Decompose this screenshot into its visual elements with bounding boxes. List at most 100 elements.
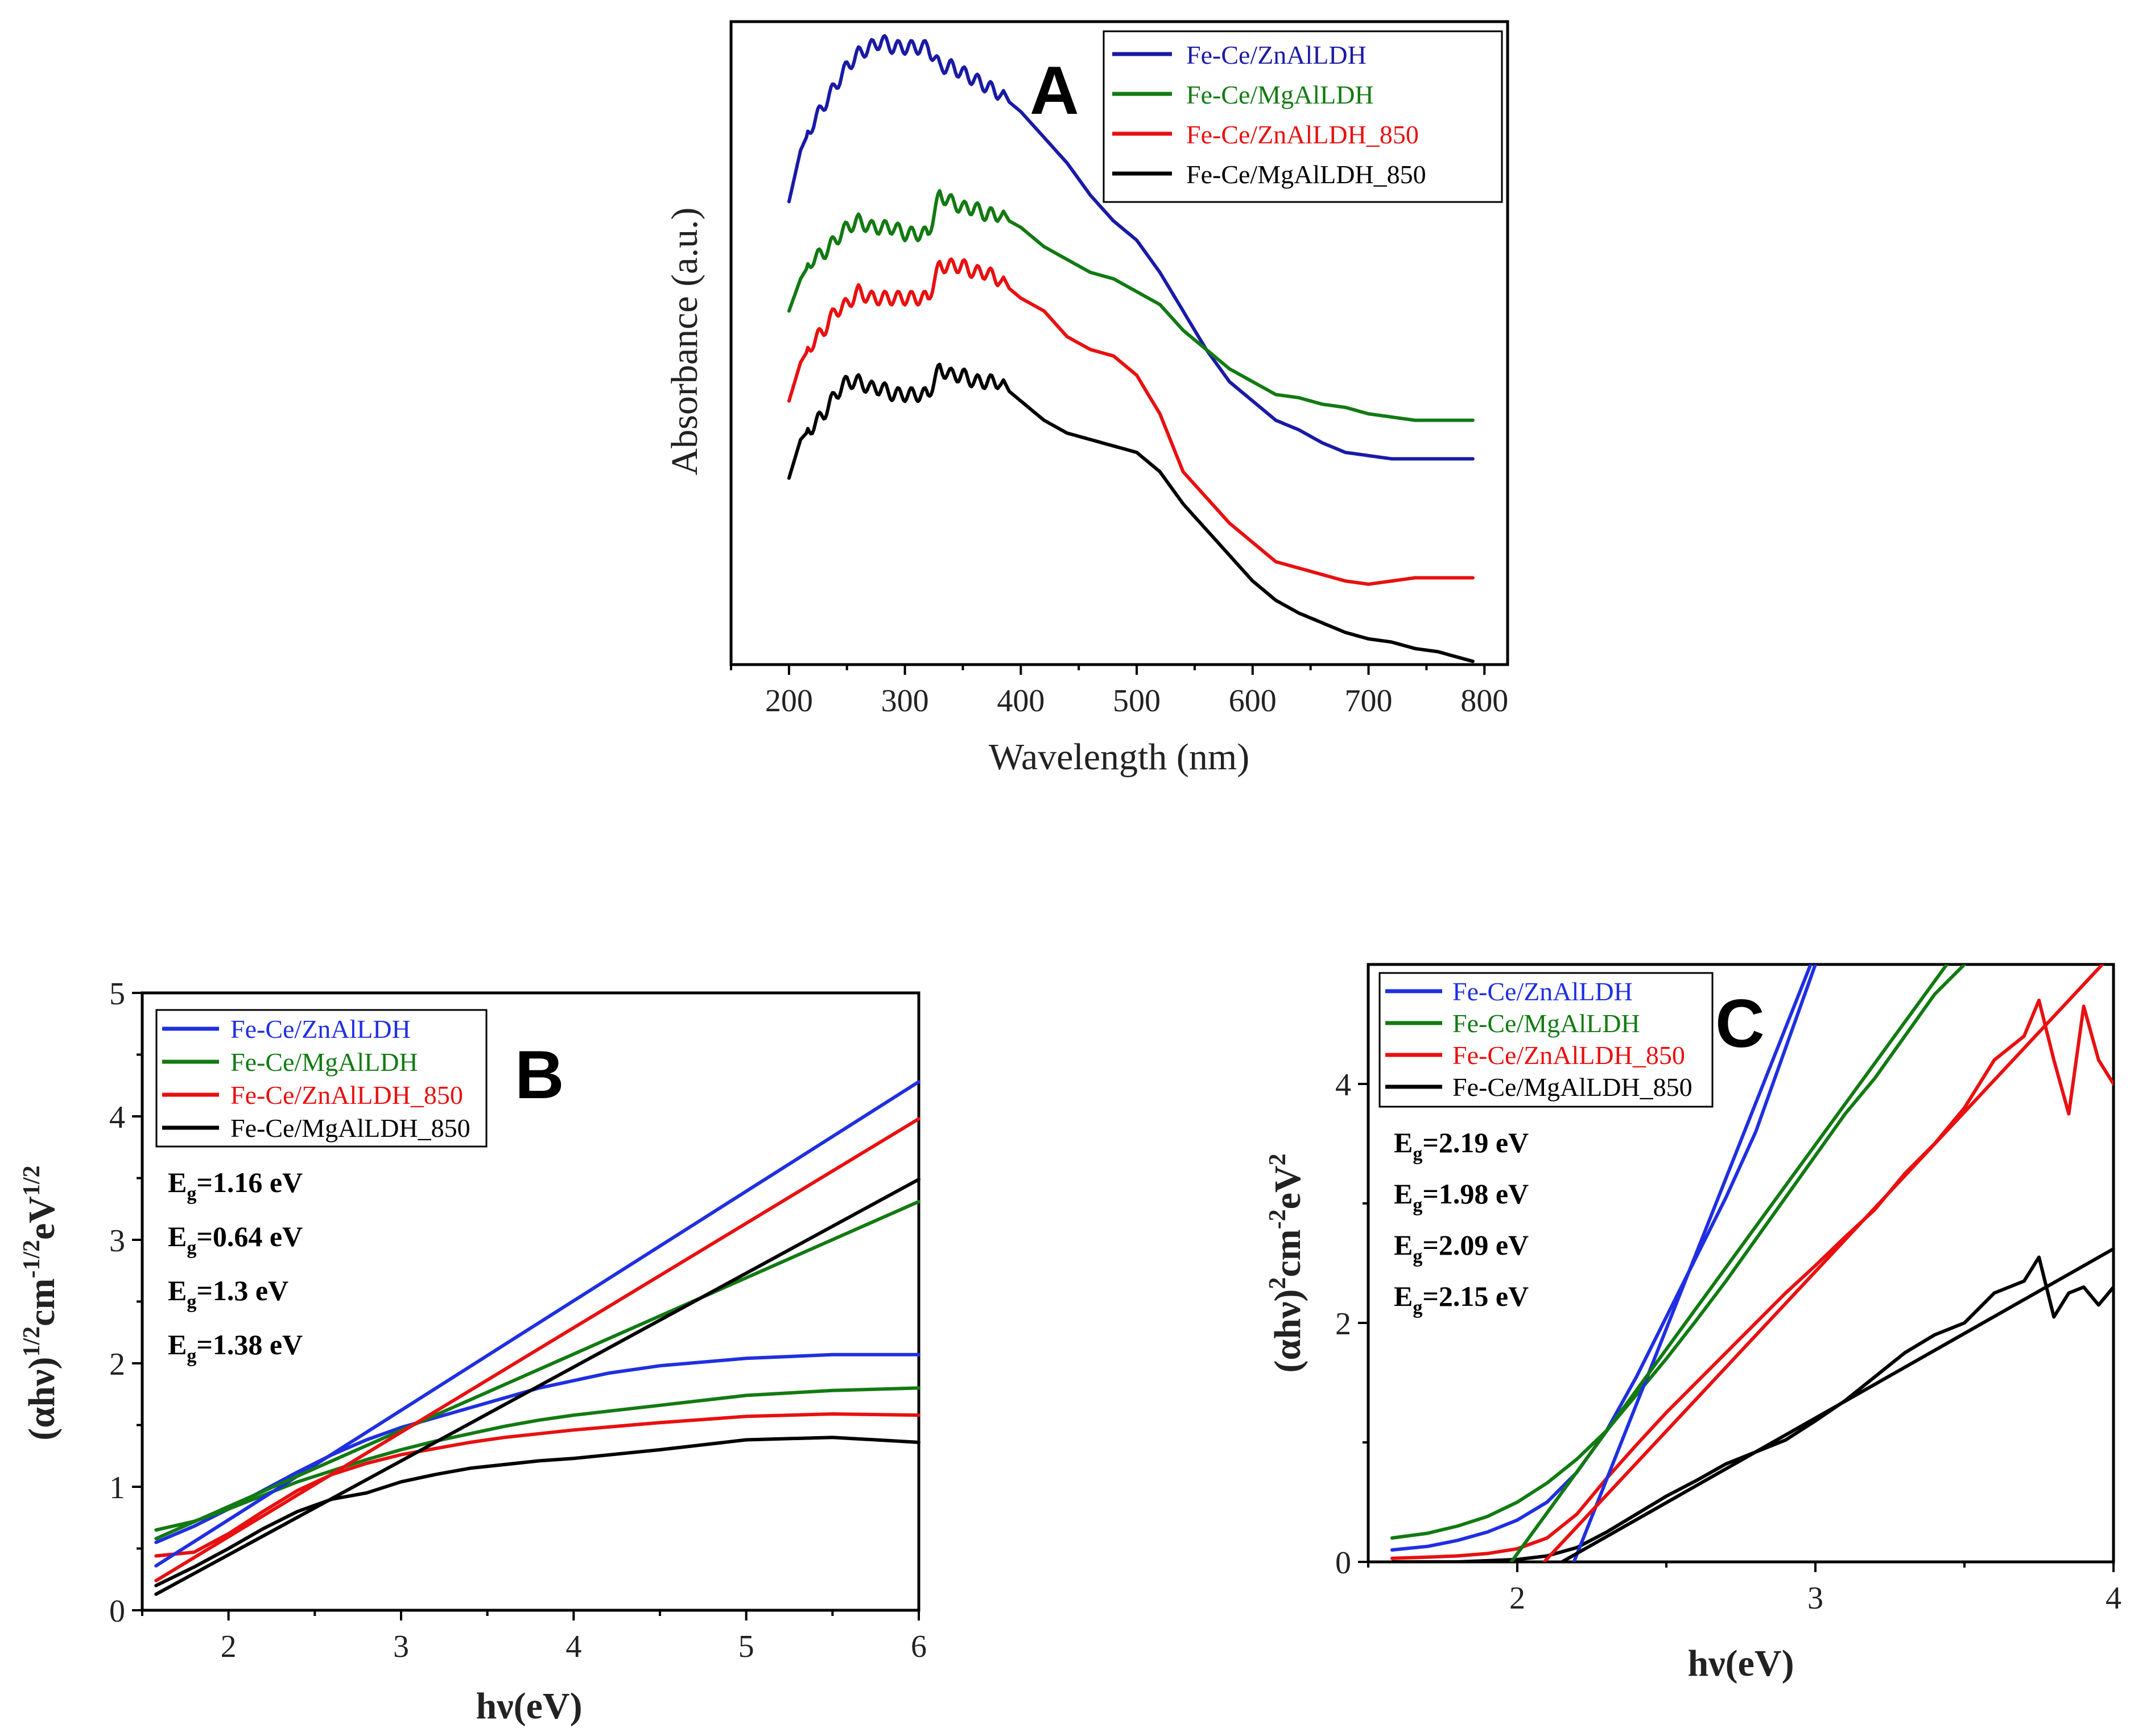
eg-c3-e: E (1394, 1229, 1413, 1261)
panel-b-y-tick-label: 2 (109, 1347, 125, 1382)
panel-c-label: C (1715, 985, 1765, 1062)
panel-a-legend: Fe-Ce/ZnAlLDH Fe-Ce/MgAlLDH Fe-Ce/ZnAlLD… (1103, 30, 1503, 203)
panel-c-x-axis-title: hν(eV) (1687, 1643, 1794, 1684)
panel-c-eg-4: Eg=2.15 eV (1394, 1280, 1529, 1318)
legend-b-zn850: Fe-Ce/ZnAlLDH_850 (230, 1081, 463, 1110)
eg-b4-e: E (168, 1329, 187, 1360)
 (1509, 964, 1949, 1562)
panel-a-x-axis-title: Wavelength (nm) (989, 736, 1249, 778)
panel-c-x-tick-label: 3 (1807, 1581, 1823, 1616)
 (787, 34, 1475, 461)
panel-b-eg-1: Eg=1.16 eV (168, 1166, 303, 1205)
 (1560, 1247, 2114, 1562)
c-ylabel-part1: (αhν) (1267, 1289, 1308, 1373)
eg-c2-e: E (1394, 1178, 1413, 1210)
eg-b4-value: =1.38 eV (196, 1329, 303, 1360)
panel-c-y-axis-title: (αhν)2cm-2eV2 (1265, 1153, 1308, 1372)
eg-c4-sub: g (1413, 1297, 1422, 1318)
panel-b-y-axis-title: (αhν)1/2cm-1/2eV1/2 (19, 1165, 63, 1440)
panel-b-y-tick-label: 5 (109, 976, 125, 1012)
panel-c-eg-1: Eg=2.19 eV (1394, 1127, 1529, 1165)
eg-c2-sub: g (1413, 1195, 1422, 1216)
 (787, 189, 1475, 422)
eg-b3-sub: g (187, 1292, 196, 1313)
 (787, 257, 1475, 586)
legend-a-mg850: Fe-Ce/MgAlLDH_850 (1186, 160, 1426, 189)
b-ylabel-part2: cm (21, 1279, 63, 1326)
panel-b-x-axis-title: hν(eV) (476, 1685, 582, 1727)
panel-a-x-tick-label: 400 (997, 683, 1045, 719)
legend-a-zn850: Fe-Ce/ZnAlLDH_850 (1186, 120, 1419, 149)
b-ylabel-sup2: -1/2 (19, 1240, 45, 1279)
panel-b-x-tick-label: 5 (738, 1629, 754, 1664)
 (787, 362, 1475, 663)
eg-c1-sub: g (1413, 1144, 1422, 1165)
panel-b-x-tick-label: 6 (911, 1629, 927, 1664)
panel-a-label: A (1030, 52, 1079, 129)
panel-b-y-tick-label: 3 (109, 1223, 125, 1259)
panel-c-eg-2: Eg=1.98 eV (1394, 1178, 1529, 1216)
 (154, 1117, 920, 1582)
b-ylabel-part3: eV (21, 1196, 63, 1240)
eg-b3-e: E (168, 1275, 187, 1306)
c-ylabel-sup1: 2 (1265, 1277, 1291, 1289)
panel-b-eg-annotations: Eg=1.16 eV Eg=0.64 eV Eg=1.3 eV Eg=1.38 … (168, 1166, 303, 1367)
legend-b-mg850: Fe-Ce/MgAlLDH_850 (230, 1114, 470, 1143)
 (1572, 964, 1813, 1562)
panel-b-ticks: 2 3 4 5 6 0 1 2 3 4 5 (109, 976, 927, 1664)
panel-c-eg-3: Eg=2.09 eV (1394, 1229, 1529, 1267)
panel-a-frame (729, 20, 1509, 666)
panel-c-x-tick-label: 2 (1509, 1581, 1525, 1616)
panel-c-x-tick-label: 4 (2106, 1581, 2121, 1616)
panel-a-x-tick-label: 600 (1229, 683, 1277, 719)
panel-c-y-tick-label: 0 (1335, 1545, 1351, 1581)
b-ylabel-sup3: 1/2 (19, 1165, 45, 1196)
panel-c-curves (1390, 964, 2114, 1562)
b-ylabel-part1: (αhν) (21, 1357, 63, 1441)
eg-c3-sub: g (1413, 1246, 1422, 1267)
panel-b-y-tick-label: 4 (109, 1100, 125, 1135)
c-ylabel-part3: eV (1267, 1165, 1308, 1209)
legend-a-mg: Fe-Ce/MgAlLDH (1186, 80, 1374, 109)
eg-b2-value: =0.64 eV (196, 1220, 303, 1252)
panel-a-y-axis-title: Absorbance (a.u.) (664, 208, 705, 476)
panel-a-x-ticks: 200 300 400 500 600 700 800 (730, 665, 1508, 719)
eg-c4-e: E (1394, 1280, 1413, 1312)
legend-c-mg: Fe-Ce/MgAlLDH (1452, 1009, 1640, 1038)
panel-c-y-tick-label: 2 (1335, 1306, 1351, 1342)
c-ylabel-part2: cm (1267, 1229, 1308, 1277)
eg-b2-sub: g (187, 1238, 196, 1259)
 (1542, 964, 2105, 1562)
c-ylabel-sup3: 2 (1265, 1153, 1291, 1165)
panel-b-eg-2: Eg=0.64 eV (168, 1220, 303, 1259)
 (154, 1199, 920, 1541)
eg-b1-sub: g (187, 1184, 196, 1205)
legend-c-zn850: Fe-Ce/ZnAlLDH_850 (1452, 1041, 1685, 1070)
 (1390, 964, 1966, 1540)
 (154, 1412, 920, 1558)
b-ylabel-sup1: 1/2 (19, 1326, 45, 1357)
panel-c-legend: Fe-Ce/ZnAlLDH Fe-Ce/MgAlLDH Fe-Ce/ZnAlLD… (1378, 972, 1714, 1108)
panel-c-eg-annotations: Eg=2.19 eV Eg=1.98 eV Eg=2.09 eV Eg=2.15… (1394, 1127, 1529, 1318)
eg-c2-value: =1.98 eV (1422, 1178, 1529, 1210)
panel-c-frame (1367, 963, 2115, 1564)
panel-a-x-tick-label: 200 (765, 683, 813, 719)
 (154, 1177, 920, 1596)
panel-a-x-tick-label: 800 (1460, 683, 1508, 719)
panel-a-curves (787, 34, 1475, 663)
legend-b-zn: Fe-Ce/ZnAlLDH (230, 1015, 411, 1044)
eg-c1-value: =2.19 eV (1422, 1127, 1529, 1158)
panel-b-legend-box (155, 1009, 488, 1148)
legend-b-mg: Fe-Ce/MgAlLDH (230, 1048, 418, 1077)
eg-b2-e: E (168, 1220, 187, 1252)
 (154, 1352, 920, 1544)
panel-b-y-tick-label: 1 (109, 1470, 125, 1506)
panel-b-eg-4: Eg=1.38 eV (168, 1329, 303, 1367)
panel-b-x-tick-label: 4 (565, 1629, 581, 1664)
panel-a-x-tick-label: 700 (1345, 683, 1393, 719)
 (154, 1436, 920, 1587)
panel-b-eg-3: Eg=1.3 eV (168, 1275, 288, 1313)
legend-a-zn: Fe-Ce/ZnAlLDH (1186, 40, 1367, 69)
